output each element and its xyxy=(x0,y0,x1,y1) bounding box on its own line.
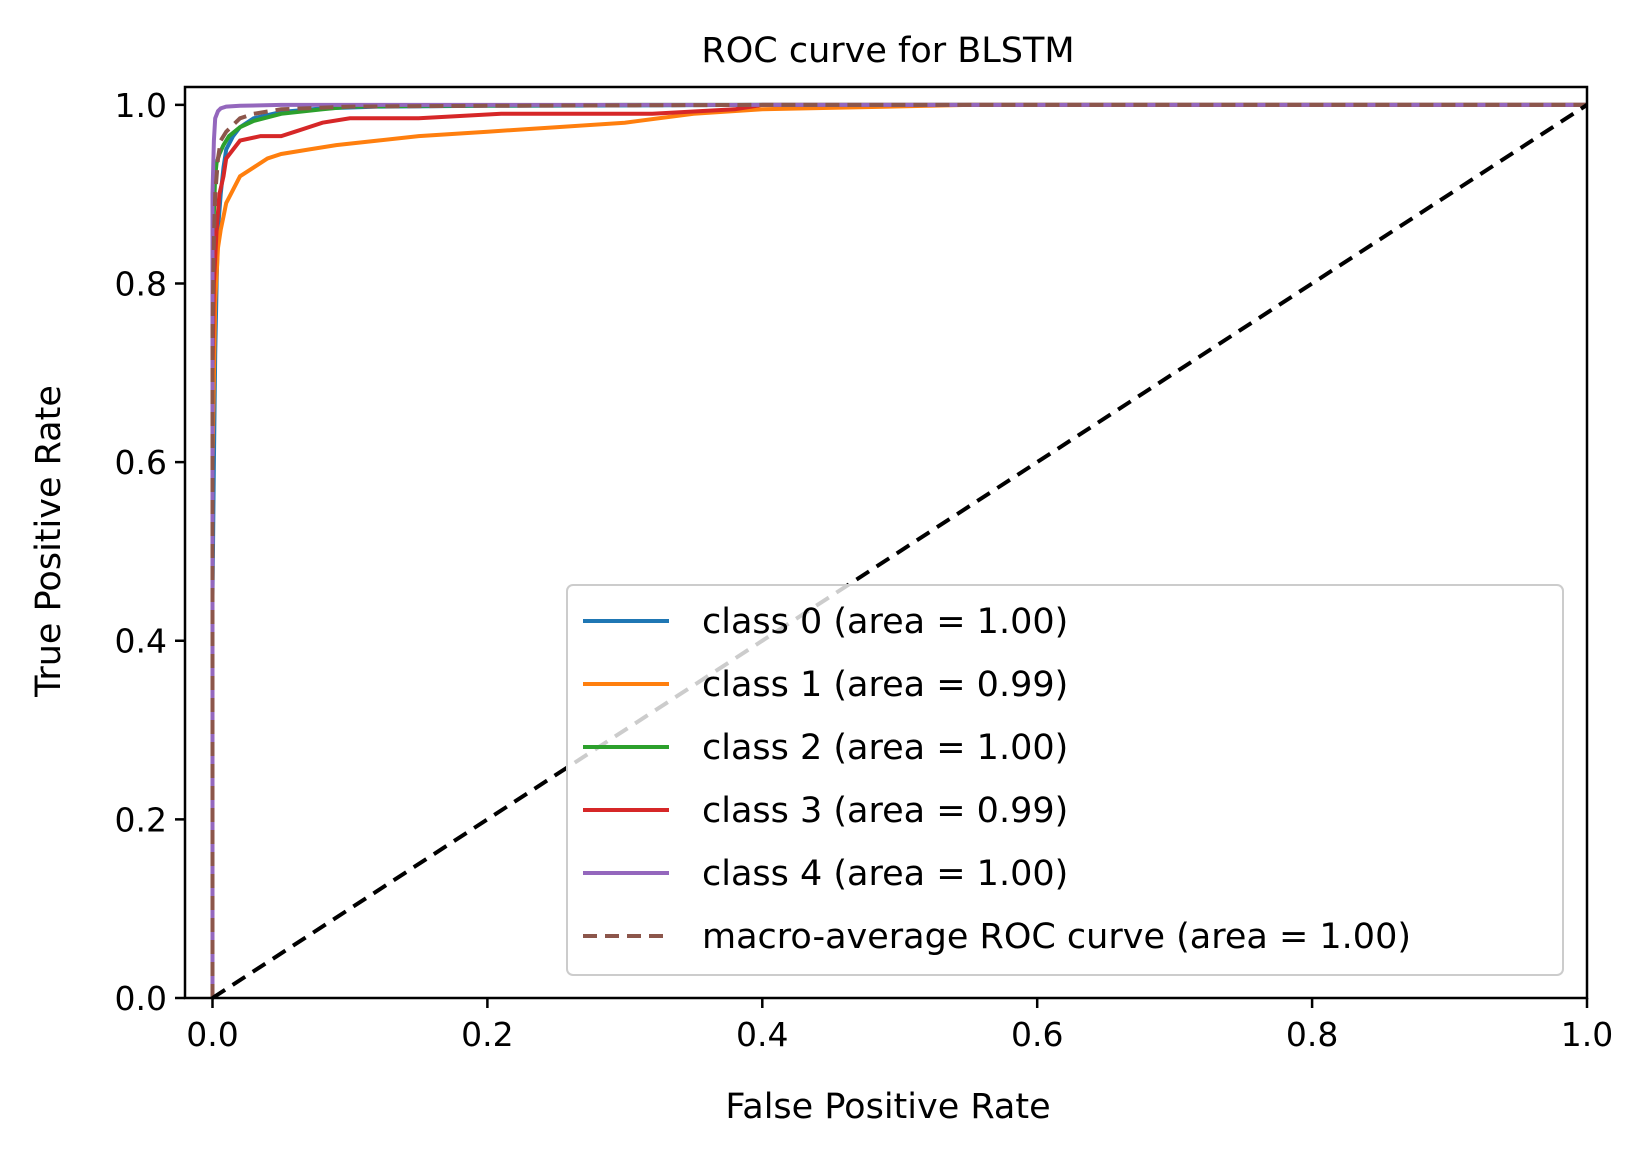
legend-label: macro-average ROC curve (area = 1.00) xyxy=(702,917,1411,957)
x-tick-label: 1.0 xyxy=(1561,1015,1613,1054)
x-axis-ticks: 0.0 0.2 0.4 0.6 0.8 1.0 xyxy=(186,998,1613,1054)
roc-series-4 xyxy=(210,102,1587,998)
chart-title: ROC curve for BLSTM xyxy=(701,31,1074,71)
roc-series-3 xyxy=(210,102,1587,998)
y-tick-label: 0.8 xyxy=(115,264,167,303)
chance-diagonal-line xyxy=(211,103,1589,1000)
axes-frame xyxy=(183,85,1589,1000)
chance-diagonal xyxy=(211,103,1589,1000)
x-axis-label: False Positive Rate xyxy=(725,1087,1050,1127)
y-axis-ticks: 0.0 0.2 0.4 0.6 0.8 1.0 xyxy=(115,86,185,1018)
y-tick-label: 0.2 xyxy=(115,800,167,839)
legend-box xyxy=(566,584,1564,976)
legend-label: class 0 (area = 1.00) xyxy=(702,602,1068,642)
legend: class 0 (area = 1.00) class 1 (area = 0.9… xyxy=(566,584,1564,976)
x-tick-label: 0.2 xyxy=(461,1015,513,1054)
legend-label: class 3 (area = 0.99) xyxy=(702,791,1068,831)
roc-series-5 xyxy=(210,102,1587,998)
legend-label: class 2 (area = 1.00) xyxy=(702,728,1068,768)
y-tick-label: 0.6 xyxy=(115,443,167,482)
roc-curves xyxy=(210,102,1587,998)
x-tick-label: 0.4 xyxy=(736,1015,788,1054)
y-tick-label: 0.0 xyxy=(115,979,167,1018)
y-tick-label: 0.4 xyxy=(115,622,167,661)
legend-label: class 1 (area = 0.99) xyxy=(702,665,1068,705)
roc-series-1 xyxy=(210,102,1587,998)
y-axis-label: True Positive Rate xyxy=(29,385,69,698)
axes-box xyxy=(183,85,1589,1000)
x-tick-label: 0.0 xyxy=(186,1015,238,1054)
y-tick-label: 1.0 xyxy=(115,86,167,125)
legend-label: class 4 (area = 1.00) xyxy=(702,854,1068,894)
x-tick-label: 0.8 xyxy=(1286,1015,1338,1054)
x-tick-label: 0.6 xyxy=(1011,1015,1063,1054)
